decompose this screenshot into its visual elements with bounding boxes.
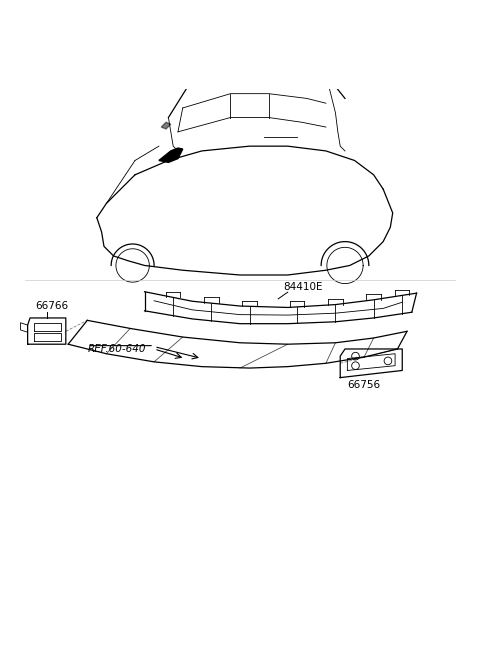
Text: REF.60-640: REF.60-640 xyxy=(87,345,146,354)
Polygon shape xyxy=(159,148,183,162)
Polygon shape xyxy=(161,122,171,129)
Text: 66766: 66766 xyxy=(35,301,68,310)
Text: 66756: 66756 xyxy=(348,380,381,390)
Text: 84410E: 84410E xyxy=(283,282,323,291)
